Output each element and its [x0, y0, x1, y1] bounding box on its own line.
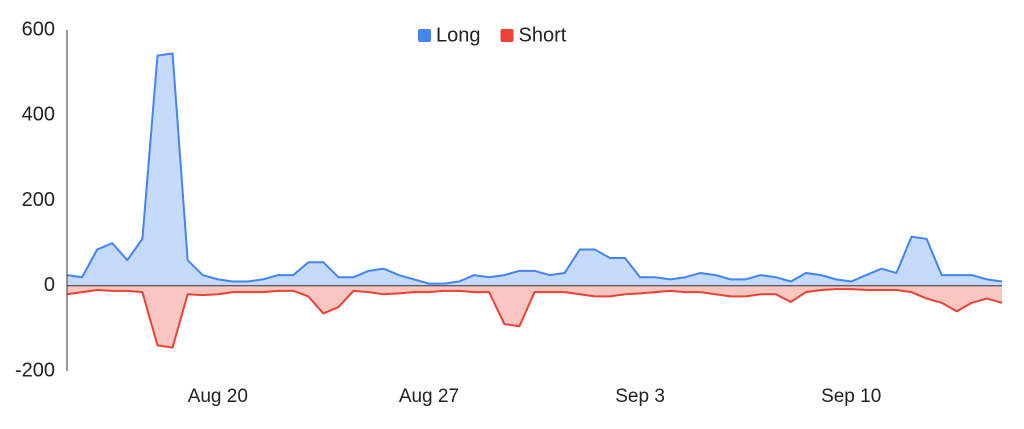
y-tick-label: 600	[22, 18, 55, 40]
area-fill	[67, 53, 1002, 286]
y-tick-label: 200	[22, 189, 55, 211]
series-line	[66, 288, 1003, 349]
x-tick-label: Sep 10	[821, 386, 881, 407]
x-tick-label: Aug 20	[188, 386, 248, 407]
y-tick-label: 0	[44, 274, 55, 296]
legend-swatch	[500, 29, 514, 42]
legend-label: Short	[519, 24, 567, 46]
area-fill	[67, 285, 1002, 348]
legend-swatch	[418, 29, 431, 42]
x-tick-label: Sep 3	[615, 386, 665, 407]
series-line	[66, 52, 1003, 285]
x-tick-label: Aug 27	[399, 386, 459, 407]
legend-label: Long	[436, 24, 481, 46]
y-tick-label: 400	[22, 104, 55, 126]
y-tick-label: -200	[15, 359, 55, 381]
